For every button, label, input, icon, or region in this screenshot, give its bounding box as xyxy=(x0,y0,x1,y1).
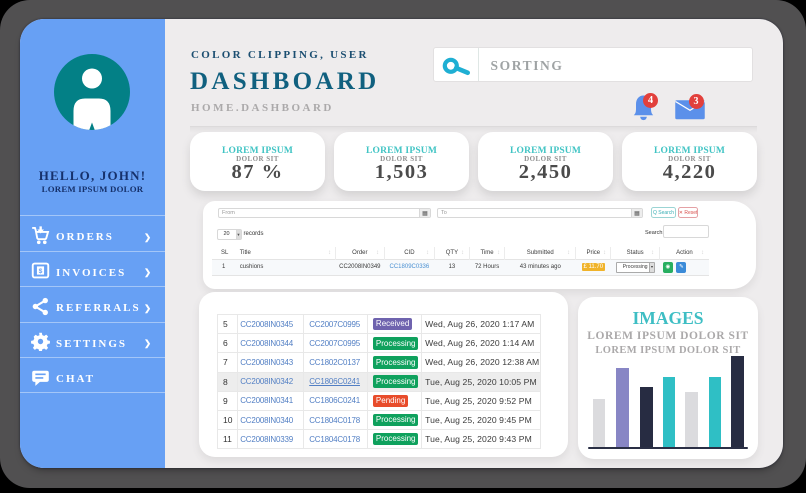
svg-text:$: $ xyxy=(39,268,43,275)
